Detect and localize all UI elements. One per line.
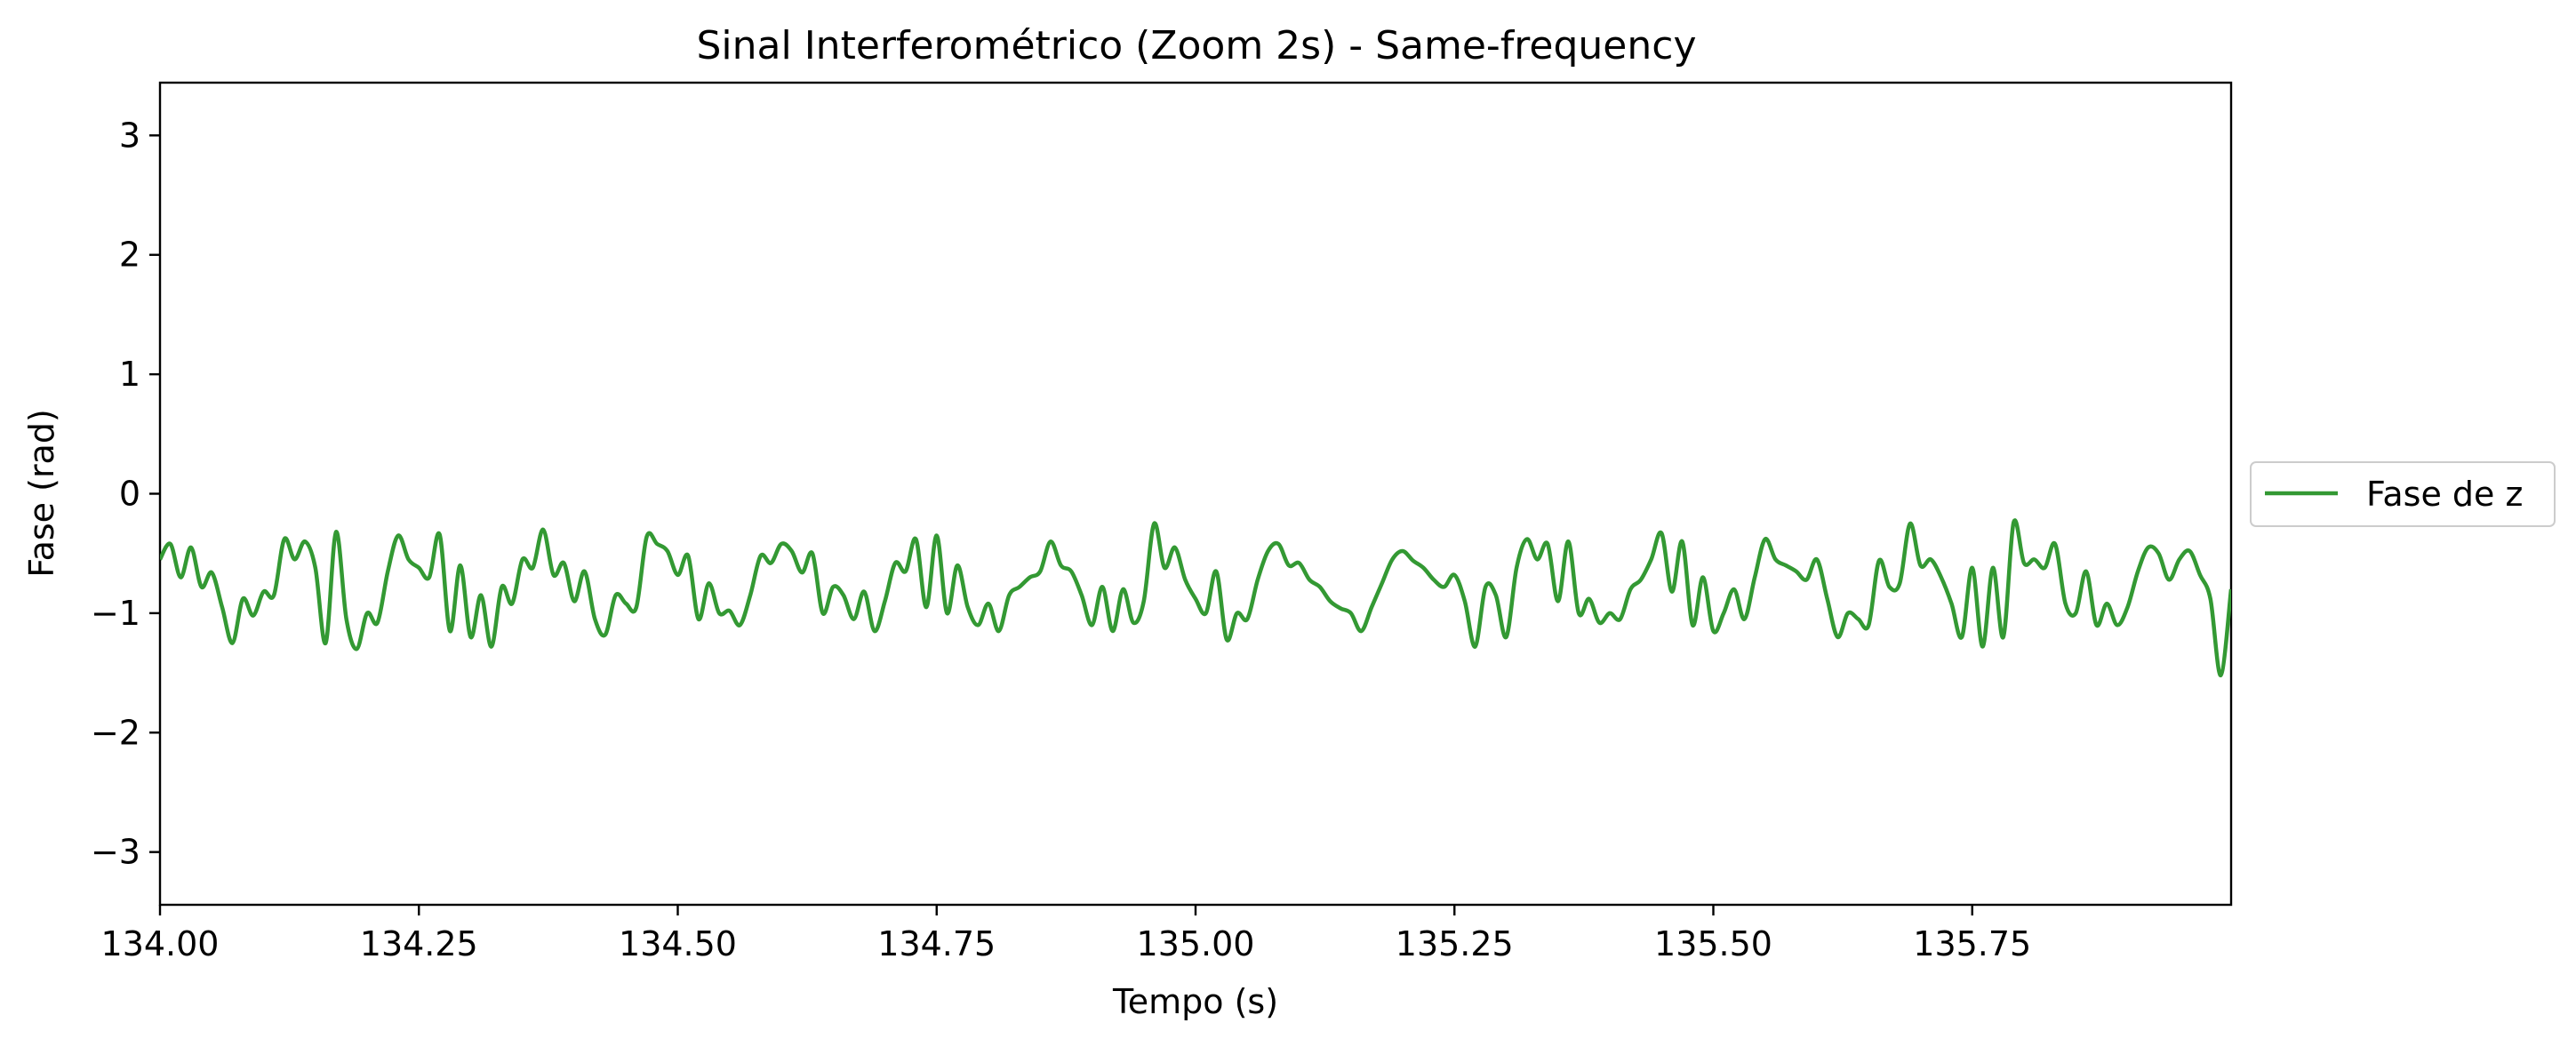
y-tick-label: −3: [91, 833, 140, 872]
legend-label: Fase de z: [2366, 475, 2523, 514]
series-line-0: [160, 518, 2231, 678]
x-tick-label: 134.25: [360, 924, 478, 963]
x-axis-ticks: 134.00 134.25 134.50 134.75 135.00 135.25 135.…: [101, 905, 2031, 963]
y-axis-label: Fase (rad): [22, 409, 61, 578]
y-axis-ticks: −3 −2 −1 0 1 2 3: [91, 116, 160, 872]
x-tick-label: 135.50: [1654, 924, 1772, 963]
y-tick-label: 2: [119, 236, 140, 275]
chart-title: Sinal Interferométrico (Zoom 2s) - Same-…: [696, 23, 1696, 68]
legend-box: [2250, 461, 2556, 527]
x-tick-label: 135.25: [1396, 924, 1514, 963]
legend: Fase de z: [2250, 461, 2556, 527]
y-tick-label: 1: [119, 355, 140, 394]
x-axis-label: Tempo (s): [1112, 982, 1278, 1021]
x-tick-label: 134.00: [101, 924, 220, 963]
x-tick-label: 135.00: [1137, 924, 1255, 963]
y-tick-label: −2: [91, 713, 140, 752]
y-tick-label: −1: [91, 594, 140, 633]
x-tick-label: 134.75: [877, 924, 996, 963]
series-group: [160, 518, 2231, 678]
y-tick-label: 3: [119, 116, 140, 155]
x-tick-label: 134.50: [619, 924, 737, 963]
x-tick-label: 135.75: [1913, 924, 2031, 963]
y-tick-label: 0: [119, 475, 140, 514]
